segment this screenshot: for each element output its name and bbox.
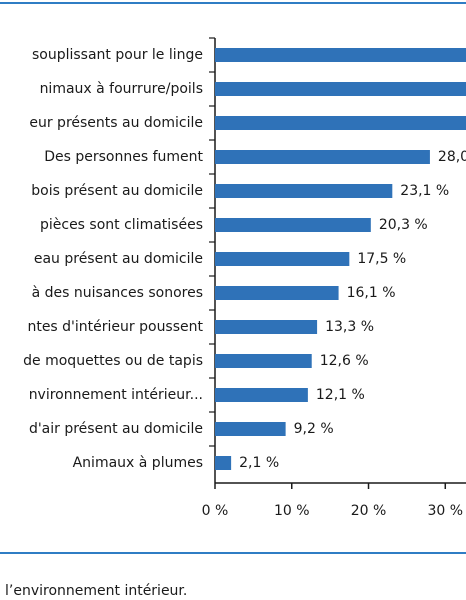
x-tick-label: 10 %	[274, 503, 310, 519]
x-tick-label: 30 %	[427, 503, 463, 519]
value-label: 20,3 %	[379, 217, 428, 233]
value-label: 9,2 %	[294, 421, 334, 437]
footnote: l’environnement intérieur.	[5, 583, 187, 599]
value-label: 2,1 %	[239, 455, 279, 471]
x-tick-label: 20 %	[351, 503, 387, 519]
value-label: 12,1 %	[316, 387, 365, 403]
value-label: 28,0 %	[438, 149, 466, 165]
y-tick-label: souplissant pour le linge	[32, 47, 203, 63]
value-label: 16,1 %	[347, 285, 396, 301]
y-tick-label: Des personnes fument	[44, 149, 203, 165]
bar	[215, 388, 308, 402]
bar	[215, 82, 466, 96]
bar	[215, 422, 286, 436]
bar	[215, 184, 393, 198]
y-tick-label: de moquettes ou de tapis	[23, 353, 203, 369]
bar	[215, 252, 350, 266]
y-tick-label: nimaux à fourrure/poils	[40, 81, 203, 97]
y-tick-label: nvironnement intérieur...	[29, 387, 203, 403]
bar	[215, 456, 232, 470]
y-tick-label: ntes d'intérieur poussent	[27, 319, 203, 335]
bar	[215, 286, 339, 300]
bar	[215, 48, 466, 62]
y-tick-label: d'air présent au domicile	[29, 421, 203, 437]
bar	[215, 320, 318, 334]
value-label: 13,3 %	[325, 319, 374, 335]
bar	[215, 354, 312, 368]
y-tick-label: eur présents au domicile	[29, 115, 203, 131]
y-tick-label: à des nuisances sonores	[32, 285, 203, 301]
y-tick-label: Animaux à plumes	[73, 455, 203, 471]
x-tick-label: 0 %	[202, 503, 229, 519]
value-label: 23,1 %	[400, 183, 449, 199]
y-tick-label: bois présent au domicile	[31, 183, 203, 199]
bar	[215, 116, 466, 130]
y-tick-label: eau présent au domicile	[34, 251, 203, 267]
value-label: 17,5 %	[357, 251, 406, 267]
value-label: 12,6 %	[320, 353, 369, 369]
bar	[215, 218, 371, 232]
bar	[215, 150, 430, 164]
y-tick-label: pièces sont climatisées	[40, 217, 203, 233]
